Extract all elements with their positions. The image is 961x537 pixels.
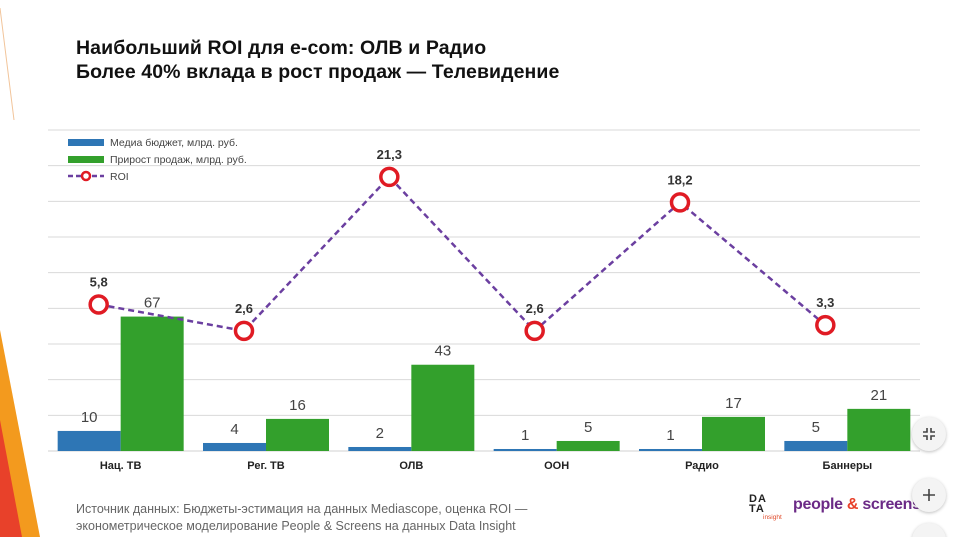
- legend: Медиа бюджет, млрд. руб. Прирост продаж, …: [68, 137, 247, 183]
- bar-growth-value-label: 17: [725, 395, 742, 412]
- shrink-icon-button[interactable]: [912, 417, 946, 451]
- bar-budget-value-label: 5: [812, 419, 820, 436]
- bars-layer: [57, 316, 911, 451]
- data-insight-logo: DA TA insight: [749, 494, 785, 524]
- bar-growth: [702, 416, 765, 451]
- slide-title-line-2: Более 40% вклада в рост продаж — Телевид…: [76, 61, 560, 83]
- legend-swatch-budget: [68, 139, 104, 146]
- bar-budget-value-label: 2: [376, 425, 384, 442]
- legend-label-budget: Медиа бюджет, млрд. руб.: [110, 137, 238, 149]
- slide-title-line-1: Наибольший ROI для e-com: ОЛВ и Радио: [76, 37, 487, 59]
- roi-value-label: 3,3: [816, 295, 834, 310]
- category-tick-label: Баннеры: [823, 460, 873, 472]
- people-screens-logo: people & screens: [793, 496, 921, 514]
- data-insight-logo-row1: DA: [749, 493, 767, 505]
- bar-budget: [57, 430, 121, 451]
- roi-point: [233, 320, 255, 342]
- bar-growth-value-label: 43: [434, 343, 451, 360]
- category-tick-label: ОЛВ: [399, 460, 423, 472]
- labels-layer: 10 67 Нац. ТВ 4 16 Рег. ТВ 2 43 ОЛВ 1 5 OOH 1 17 Радио…: [81, 147, 887, 472]
- roi-value-label: 18,2: [667, 172, 692, 187]
- bar-growth-value-label: 5: [584, 419, 592, 436]
- bar-growth: [411, 364, 475, 451]
- category-tick-label: Нац. ТВ: [100, 460, 142, 472]
- bar-growth: [120, 316, 184, 451]
- zoom-in-button[interactable]: [912, 478, 946, 512]
- legend-swatch-growth: [68, 156, 104, 163]
- roi-value-label: 21,3: [377, 147, 402, 162]
- bar-growth-value-label: 67: [144, 295, 161, 312]
- roi-point: [815, 314, 836, 336]
- people-screens-logo-part2: screens: [858, 496, 921, 513]
- bar-budget: [784, 440, 848, 451]
- people-screens-logo-amp: &: [846, 496, 859, 513]
- data-insight-logo-sub: insight: [763, 514, 782, 521]
- legend-label-roi: ROI: [110, 171, 129, 183]
- roi-point: [669, 192, 691, 213]
- roi-series-line: [98, 175, 827, 333]
- category-tick-label: Рег. ТВ: [247, 460, 284, 472]
- legend-label-growth: Прирост продаж, млрд. руб.: [110, 154, 247, 166]
- shrink-icon: [923, 428, 935, 440]
- bar-budget: [203, 442, 266, 451]
- bar-growth-value-label: 21: [870, 387, 887, 404]
- roi-value-label: 2,6: [526, 301, 544, 316]
- legend-swatch-roi-marker: [80, 170, 92, 182]
- roi-point: [88, 294, 109, 315]
- bar-budget-value-label: 1: [666, 427, 674, 444]
- category-tick-label: Радио: [685, 460, 719, 472]
- bar-growth: [556, 440, 620, 451]
- bar-budget: [493, 448, 557, 451]
- bar-budget: [348, 446, 412, 451]
- roi-point: [524, 320, 545, 342]
- roi-value-label: 5,8: [90, 274, 108, 289]
- roi-point: [379, 166, 400, 188]
- roi-value-label: 2,6: [235, 301, 253, 316]
- bar-growth-value-label: 16: [289, 397, 306, 414]
- plus-icon: [923, 489, 935, 501]
- source-note-line-1: Источник данных: Бюджеты-эстимация на да…: [76, 502, 528, 516]
- people-screens-logo-part1: people: [793, 496, 847, 513]
- roi-line-layer: [88, 166, 836, 342]
- bar-growth: [847, 408, 911, 451]
- bar-budget-value-label: 10: [81, 409, 98, 426]
- bar-budget-value-label: 4: [230, 421, 238, 438]
- bar-budget-value-label: 1: [521, 427, 529, 444]
- data-insight-logo-row2: TA: [749, 503, 765, 515]
- bar-growth: [266, 418, 329, 451]
- zoom-out-button[interactable]: [912, 523, 946, 537]
- grid-layer: [48, 129, 920, 452]
- category-tick-label: OOH: [544, 460, 569, 472]
- source-note-line-2: эконометрическое моделирование People & …: [76, 519, 516, 533]
- minus-icon: [922, 533, 936, 537]
- bar-budget: [639, 448, 702, 451]
